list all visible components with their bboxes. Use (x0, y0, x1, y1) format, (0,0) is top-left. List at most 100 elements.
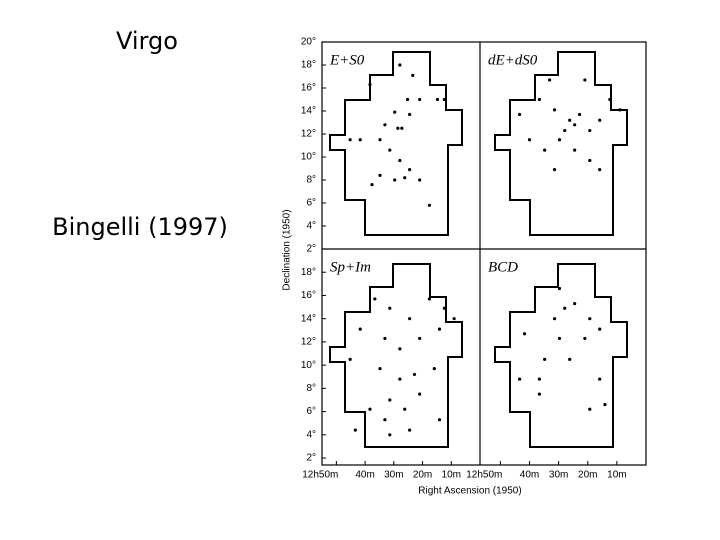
galaxy-point (427, 297, 432, 301)
galaxy-point (548, 78, 552, 82)
galaxy-point (618, 108, 622, 112)
galaxy-point (412, 372, 417, 377)
y-tick-label: 2° (306, 453, 316, 464)
galaxy-point (603, 403, 607, 407)
galaxy-point (578, 112, 582, 117)
galaxy-point (383, 418, 387, 422)
galaxy-point (588, 158, 592, 163)
galaxy-point (353, 428, 357, 432)
galaxy-point (400, 126, 404, 130)
y-tick-label: 16° (301, 83, 316, 94)
galaxy-point (527, 138, 532, 142)
galaxy-point (573, 148, 577, 152)
figure-frame (321, 41, 647, 466)
galaxy-point (358, 327, 362, 331)
slide-title: Virgo (116, 27, 178, 55)
panel-title: dE+dS0 (488, 52, 538, 68)
x-axis-label: Right Ascension (1950) (418, 486, 521, 497)
galaxy-point (568, 357, 572, 361)
galaxy-point (608, 97, 612, 102)
galaxy-point (552, 317, 557, 321)
y-tick-label: 6° (306, 406, 316, 417)
x-tick-label: 30m (549, 470, 568, 481)
survey-boundary (329, 51, 463, 236)
galaxy-point (598, 377, 602, 381)
galaxy-point (557, 138, 562, 142)
galaxy-point (408, 112, 412, 117)
galaxy-point (418, 178, 422, 182)
galaxy-point (563, 306, 567, 310)
galaxy-point (518, 377, 522, 381)
galaxy-point (537, 377, 542, 381)
galaxy-point (408, 317, 412, 321)
x-tick-label: 40m (355, 470, 374, 481)
y-tick-label: 12° (301, 129, 316, 140)
galaxy-point (452, 317, 456, 321)
galaxy-point (408, 168, 412, 172)
galaxy-point (393, 178, 397, 182)
galaxy-point (557, 336, 562, 341)
galaxy-point (396, 126, 400, 130)
galaxy-point (406, 97, 410, 102)
galaxy-point (543, 357, 547, 361)
galaxy-point (398, 377, 402, 381)
y-tick-label: 12° (301, 337, 316, 348)
x-tick-label: 12h50m (466, 470, 502, 481)
galaxy-point (393, 110, 397, 114)
galaxy-point (537, 97, 542, 102)
galaxy-point (358, 138, 362, 142)
galaxy-point (388, 398, 392, 402)
y-tick-label: 18° (301, 267, 316, 278)
galaxy-point (442, 306, 446, 310)
galaxy-point (408, 428, 412, 432)
y-tick-label: 14° (301, 106, 316, 117)
panel-title: Sp+Im (330, 259, 371, 275)
galaxy-point (573, 123, 577, 127)
panel-title: E+S0 (329, 52, 365, 68)
x-tick-label: 12h50m (302, 470, 338, 481)
slide-caption: Bingelli (1997) (52, 213, 228, 241)
y-axis-label: Declination (1950) (282, 209, 293, 290)
y-tick-label: 4° (306, 429, 316, 440)
galaxy-point (418, 392, 422, 396)
y-tick-label: 14° (301, 313, 316, 324)
galaxy-point (398, 158, 402, 163)
galaxy-point (348, 357, 352, 361)
galaxy-point (368, 82, 372, 87)
y-tick-label: 6° (306, 198, 316, 209)
y-tick-label: 2° (306, 244, 316, 255)
x-tick-label: 40m (520, 470, 539, 481)
x-tick-label: 10m (442, 470, 461, 481)
galaxy-point (442, 97, 446, 102)
galaxy-point (435, 97, 440, 102)
galaxy-point (383, 123, 387, 127)
galaxy-point (378, 138, 382, 142)
galaxy-point (588, 407, 592, 411)
galaxy-point (403, 176, 407, 180)
galaxy-point (598, 118, 602, 122)
galaxy-point (388, 306, 392, 310)
galaxy-point (383, 336, 387, 341)
galaxy-point (398, 63, 402, 67)
galaxy-point (598, 168, 602, 172)
survey-boundary (494, 51, 628, 236)
survey-boundary (494, 263, 628, 448)
galaxy-point (598, 327, 602, 331)
galaxy-point (378, 173, 382, 177)
galaxy-point (568, 118, 572, 122)
galaxy-point (573, 301, 577, 306)
galaxy-point (368, 407, 372, 411)
galaxy-point (437, 418, 442, 422)
x-tick-label: 10m (607, 470, 626, 481)
galaxy-point (388, 148, 392, 152)
galaxy-point (370, 183, 374, 187)
galaxy-point (563, 128, 567, 133)
y-tick-label: 18° (301, 60, 316, 71)
galaxy-point (437, 327, 442, 331)
galaxy-point (418, 336, 422, 341)
galaxy-point (537, 392, 542, 396)
y-tick-label: 20° (301, 37, 316, 48)
galaxy-point (583, 336, 587, 341)
galaxy-point (411, 73, 415, 77)
galaxy-point (588, 128, 592, 133)
